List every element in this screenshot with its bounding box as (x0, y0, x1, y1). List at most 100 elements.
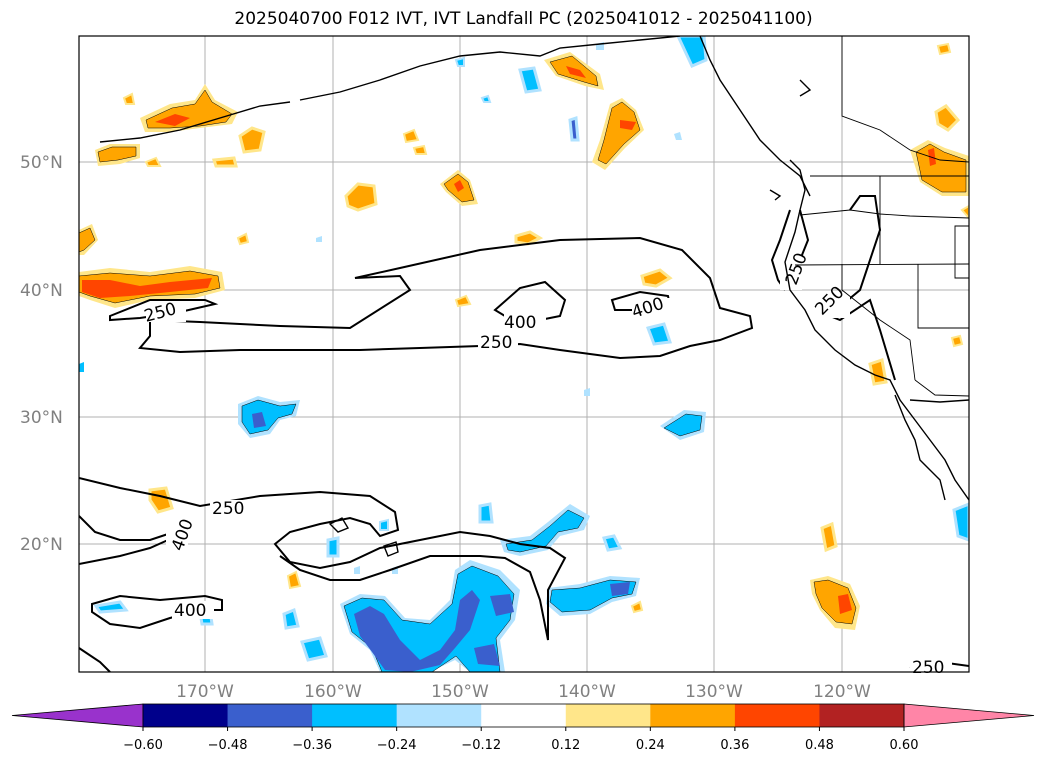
blob-west-40n (79, 266, 225, 308)
contour-250-west (109, 299, 219, 322)
blob-30n-164w (238, 396, 300, 438)
border-ca-nv (841, 264, 916, 381)
colorbar-tick-label-8: 0.48 (805, 738, 834, 753)
border-us-mexico (914, 379, 969, 397)
island-oahu (383, 541, 399, 557)
lon-label-130w: 130°W (685, 682, 743, 702)
contour-400-sw (79, 515, 169, 541)
blob-59n-116w (936, 42, 952, 56)
contour-250-sw (79, 539, 169, 565)
blob-48n-150w (440, 170, 478, 206)
colorbar: −0.60 −0.48 −0.36 −0.24 −0.12 0.12 0.24 0.36 0.4… (11, 703, 1035, 753)
blob-48n-158w (344, 182, 378, 212)
blob-15n-135w (630, 600, 644, 614)
lon-label-120w: 120°W (813, 682, 871, 702)
colorbar-tick-label-4: −0.12 (461, 738, 501, 753)
lon-label-150w: 150°W (431, 682, 489, 702)
lat-label-20n: 20°N (20, 535, 63, 555)
colorbar-tick-label-5: 0.12 (551, 738, 580, 753)
blob-52n-133w (674, 132, 682, 140)
map-frame (78, 35, 970, 673)
blob-54n-133w (592, 98, 644, 170)
map-area (79, 36, 969, 672)
blob-13n-159w (300, 636, 328, 662)
coast-us-west (784, 159, 969, 501)
contour-250-corner (79, 647, 111, 672)
colorbar-segment-4 (481, 704, 567, 727)
blob-50n-174w (144, 156, 162, 167)
blob-39n-150w (454, 294, 472, 308)
blob-50n-168w (211, 156, 238, 168)
blob-56n-148w (480, 94, 492, 103)
coast-gulf-california (909, 399, 969, 403)
blob-28n-132w (660, 410, 706, 440)
colorbar-segment-2 (312, 704, 398, 727)
blob-west-44n (79, 224, 98, 255)
blob-32n-140w (584, 388, 590, 396)
coast-alaska-panhandle (699, 36, 811, 197)
colorbar-segment-1 (227, 704, 313, 727)
negative-anomaly-regions (79, 36, 969, 672)
blob-34n-180w (79, 362, 84, 372)
lon-label-170w: 170°W (176, 682, 234, 702)
lon-label-160w: 160°W (304, 682, 362, 702)
colorbar-tick-label-0: −0.60 (123, 738, 163, 753)
blob-20n-145w (500, 504, 590, 556)
blob-36n-116w (950, 334, 964, 348)
colorbar-segment-3 (396, 704, 482, 727)
colorbar-tick-label-1: −0.48 (208, 738, 248, 753)
contour-250-east (828, 195, 896, 381)
colorbar-tick-label-6: 0.24 (636, 738, 665, 753)
coast-aleutian-west (99, 101, 291, 143)
colorbar-tick-label-7: 0.36 (720, 738, 749, 753)
blob-54n-117w (934, 104, 961, 132)
blob-18n-158w (354, 566, 360, 574)
blob-58n-150w (454, 56, 465, 67)
blob-21n-115w (952, 502, 969, 542)
blob-21n-155w (379, 518, 389, 531)
blob-20n-121w (820, 521, 838, 553)
blob-44n-145w (514, 230, 544, 246)
blob-35n-122w (868, 358, 888, 386)
blob-55n-177w (122, 92, 136, 105)
colorbar-tick-label-9: 0.60 (890, 738, 919, 753)
blob-west-51n (95, 144, 140, 166)
contour-label-4: 400 (504, 313, 536, 333)
blob-23n-174w (148, 486, 174, 514)
blob-44n-167w (236, 232, 250, 246)
coast-aleutian-alaska (299, 36, 681, 101)
island-se-alaska (799, 79, 812, 97)
colorbar-segment-0 (143, 704, 229, 727)
blob-alaska-gulf (544, 52, 604, 90)
coast-baja (894, 394, 946, 501)
colorbar-tick-label-3: −0.24 (377, 738, 417, 753)
blob-22n-148w (478, 502, 494, 524)
blob-19n-159w (326, 536, 340, 558)
blob-ocean-south (340, 560, 520, 672)
border-alaska-canada (841, 36, 969, 163)
contour-label-9: 250 (912, 658, 944, 678)
coastlines (99, 36, 969, 557)
longitude-labels: 170°W 160°W 150°W 140°W 130°W 120°W (176, 682, 871, 702)
island-kauai (328, 517, 350, 533)
figure-title: 2025040700 F012 IVT, IVT Landfall PC (20… (234, 9, 813, 29)
lat-label-50n: 50°N (20, 153, 63, 173)
blob-17n-138w (546, 576, 640, 616)
lat-label-30n: 30°N (20, 408, 63, 428)
blob-53n-141w (568, 115, 580, 142)
blob-15n-120w (810, 576, 860, 630)
contour-label-8: 400 (174, 601, 206, 621)
border-nevada-east (917, 264, 969, 329)
blob-58n-145w (518, 66, 542, 94)
borders (794, 36, 969, 397)
blob-17n-161w (286, 570, 302, 590)
contour-label-1: 250 (212, 499, 244, 519)
colorbar-extend-low (11, 703, 144, 728)
colorbar-segment-8 (819, 704, 905, 727)
latitude-labels: 20°N 30°N 40°N 50°N (20, 153, 63, 555)
positive-anomaly-regions (79, 42, 969, 630)
colorbar-frame (142, 703, 905, 728)
colorbar-segment-7 (734, 704, 820, 727)
blob-15n-161w (282, 607, 300, 630)
